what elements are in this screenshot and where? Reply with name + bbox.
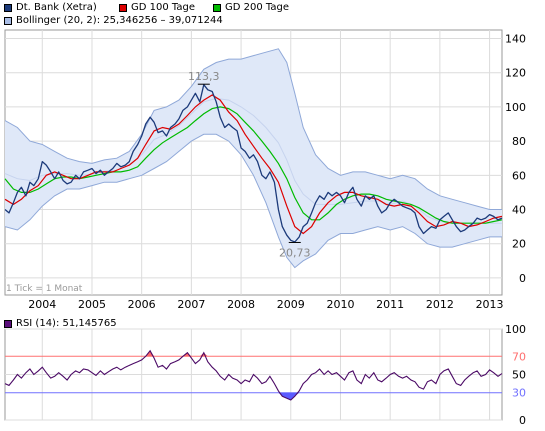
x-tick-2008: 2008 xyxy=(227,298,255,311)
x-tick-2010: 2010 xyxy=(326,298,354,311)
bollinger-band-area xyxy=(5,48,502,268)
rsi-y-tick-100: 100 xyxy=(505,323,526,336)
legend-rsi-label: RSI (14): 51,145765 xyxy=(16,318,117,329)
gd100-line xyxy=(4,94,503,235)
rsi-level-label-30: 30 xyxy=(512,387,526,400)
price-y-tick-0: 0 xyxy=(519,272,526,285)
annotation-label-0: 113,3 xyxy=(188,70,220,83)
gd200-line xyxy=(4,106,503,224)
rsi-line xyxy=(4,349,503,401)
tick-interval-note: 1 Tick = 1 Monat xyxy=(6,284,83,294)
price-y-tick-100: 100 xyxy=(505,101,526,114)
rsi-oversold-fill-67 xyxy=(278,392,300,400)
price-y-tick-60: 60 xyxy=(512,169,526,182)
price-y-tick-140: 140 xyxy=(505,33,526,46)
legend-bollinger: Bollinger (20, 2): 25,346256 – 39,071244 xyxy=(4,14,223,27)
x-tick-2009: 2009 xyxy=(277,298,305,311)
legend-rsi-swatch xyxy=(4,319,12,328)
legend-bollinger-label: Bollinger (20, 2): 25,346256 – 39,071244 xyxy=(16,15,223,26)
legend-price-swatch xyxy=(4,3,12,12)
x-tick-2013: 2013 xyxy=(476,298,504,311)
rsi-y-tick-0: 0 xyxy=(519,414,526,427)
bollinger-lower-line xyxy=(4,133,502,269)
price-y-tick-80: 80 xyxy=(512,135,526,148)
legend-gd100-swatch xyxy=(119,3,127,12)
bollinger-upper-line xyxy=(4,48,502,210)
price-y-tick-20: 20 xyxy=(512,238,526,251)
x-tick-2005: 2005 xyxy=(78,298,106,311)
price-line xyxy=(4,84,503,243)
price-y-tick-120: 120 xyxy=(505,67,526,80)
rsi-level-label-70: 70 xyxy=(512,350,526,363)
legend-price: Dt. Bank (Xetra) xyxy=(4,1,97,14)
legend-price-label: Dt. Bank (Xetra) xyxy=(16,2,97,13)
x-tick-2007: 2007 xyxy=(177,298,205,311)
legend-gd200-swatch xyxy=(213,3,221,12)
price-y-tick-40: 40 xyxy=(512,204,526,217)
x-tick-2011: 2011 xyxy=(376,298,404,311)
x-tick-2012: 2012 xyxy=(426,298,454,311)
legend-rsi: RSI (14): 51,145765 xyxy=(4,317,117,330)
legend-gd100-label: GD 100 Tage xyxy=(131,2,195,13)
legend-gd200: GD 200 Tage xyxy=(213,1,289,14)
annotation-label-1: 20,73 xyxy=(279,246,311,259)
legend-gd100: GD 100 Tage xyxy=(119,1,195,14)
rsi-y-tick-50: 50 xyxy=(512,369,526,382)
legend-gd200-label: GD 200 Tage xyxy=(225,2,289,13)
legend-bollinger-swatch xyxy=(4,16,12,25)
x-tick-2006: 2006 xyxy=(128,298,156,311)
x-tick-2004: 2004 xyxy=(28,298,56,311)
